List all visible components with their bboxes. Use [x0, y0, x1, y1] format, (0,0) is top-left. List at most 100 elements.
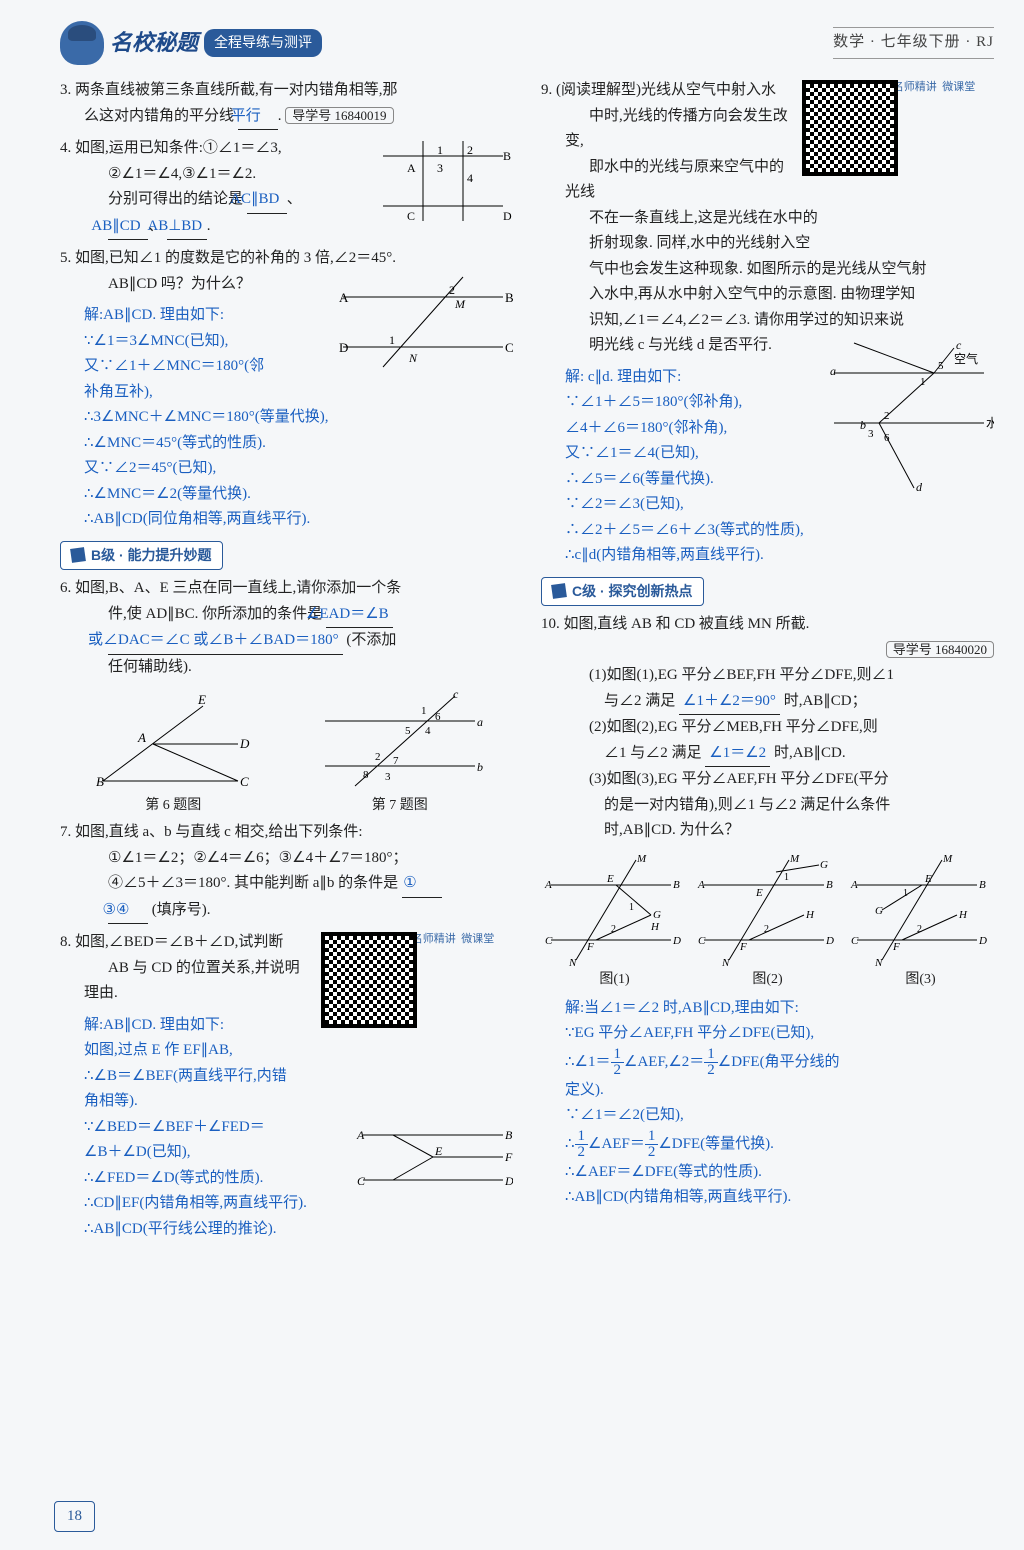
svg-text:C: C: [698, 935, 706, 947]
q4-l3: 分别可得出的结论是: [84, 191, 243, 207]
q3: 3. 两条直线被第三条直线所截,有一对内错角相等,那 么这对内错角的平分线 平行…: [60, 78, 513, 130]
svg-text:A: A: [137, 730, 146, 745]
q10-p2a: (2)如图(2),EG 平分∠MEB,FH 平分∠DFE,则: [565, 719, 878, 735]
q10-p3a: (3)如图(3),EG 平分∠AEF,FH 平分∠DFE(平分: [565, 771, 889, 787]
q8: 名师精讲 微课堂 8. 如图,∠BED＝∠B＋∠D,试判断 AB 与 CD 的位…: [60, 930, 513, 1007]
svg-text:H: H: [805, 909, 815, 921]
q4-b3: AB⊥BD: [167, 214, 207, 241]
svg-text:1: 1: [903, 888, 908, 899]
q6-figure: E A D B C 第 6 题图: [88, 686, 258, 818]
svg-text:6: 6: [435, 711, 441, 723]
q9-qr-icon: [802, 80, 898, 176]
svg-text:A: A: [407, 161, 416, 175]
q10-s4: ∵∠1＝∠2(已知),: [565, 1103, 994, 1129]
svg-text:N: N: [721, 957, 730, 969]
q10-p3c: 时,AB∥CD. 为什么？: [604, 822, 739, 838]
q8-s3: 角相等).: [84, 1089, 513, 1115]
svg-text:B: B: [826, 879, 833, 891]
svg-text:B: B: [979, 879, 986, 891]
q7-ans2: ③④: [108, 898, 148, 925]
q6-ans: ∠EAD＝∠B: [326, 602, 393, 629]
q8-l2: AB 与 CD 的位置关系,并说明理由.: [84, 960, 300, 1002]
svg-text:E: E: [924, 873, 932, 885]
svg-text:6: 6: [884, 432, 890, 444]
q4-l1: 4. 如图,运用已知条件:①∠1＝∠3,: [60, 140, 282, 156]
svg-text:d: d: [916, 480, 923, 493]
q10-solution: 解:当∠1＝∠2 时,AB∥CD,理由如下: ∵EG 平分∠AEF,FH 平分∠…: [541, 996, 994, 1211]
q5-s3: 补角互补),: [84, 380, 513, 406]
q6-l3b: (不添加: [346, 632, 396, 648]
svg-text:1: 1: [437, 143, 443, 157]
band-C: C级 · 探究创新热点: [541, 577, 704, 607]
q10-figures: AB CD MN EF G1 2 H 图(1): [541, 850, 994, 992]
svg-text:E: E: [434, 1144, 443, 1158]
q7-l2: ①∠1＝∠2；②∠4＝∠6；③∠4＋∠7＝180°；: [84, 850, 408, 866]
q8-s2: ∴∠B＝∠BEF(两直线平行,内错: [84, 1064, 513, 1090]
q10-l1: 10. 如图,直线 AB 和 CD 被直线 MN 所截.: [541, 616, 809, 632]
svg-text:C: C: [505, 340, 513, 355]
q7-figure: a b c 16 54 27 83 第 7 题图: [315, 686, 485, 818]
svg-text:F: F: [586, 941, 594, 953]
svg-text:C: C: [357, 1174, 366, 1188]
svg-text:G: G: [875, 905, 883, 917]
svg-text:1: 1: [421, 705, 427, 717]
q10-p1b: 与∠2 满足: [604, 693, 675, 709]
q10-p3b: 的是一对内错角),则∠1 与∠2 满足什么条件: [604, 797, 890, 813]
svg-text:D: D: [503, 209, 512, 223]
q4-figure: A1 2B 34 CD: [363, 136, 513, 226]
svg-text:a: a: [830, 364, 836, 378]
q8-s1: 如图,过点 E 作 EF∥AB,: [84, 1038, 513, 1064]
q8-solution: 解:AB∥CD. 理由如下: 如图,过点 E 作 EF∥AB, ∴∠B＝∠BEF…: [60, 1013, 513, 1243]
q8-l1: 8. 如图,∠BED＝∠B＋∠D,试判断: [60, 934, 283, 950]
svg-text:M: M: [942, 853, 953, 865]
q6-l3a: 或∠DAC＝∠C 或∠B＋∠BAD＝180°: [108, 628, 343, 655]
svg-text:F: F: [739, 941, 747, 953]
svg-text:2: 2: [764, 924, 769, 935]
svg-text:c: c: [453, 687, 459, 701]
q5-s4: ∴3∠MNC＋∠MNC＝180°(等量代换),: [84, 405, 513, 431]
q4: A1 2B 34 CD 4. 如图,运用已知条件:①∠1＝∠3, ②∠1＝∠4,…: [60, 136, 513, 240]
svg-text:N: N: [408, 351, 418, 365]
mascot-icon: [60, 21, 104, 65]
q9-figure: a 水 空气 c 51 23 6 b d: [824, 333, 994, 493]
svg-text:c: c: [956, 338, 962, 352]
svg-text:2: 2: [917, 924, 922, 935]
q7-l1: 7. 如图,直线 a、b 与直线 c 相交,给出下列条件:: [60, 824, 363, 840]
q7-l4: (填序号).: [152, 902, 211, 918]
right-column: 名师精讲 微课堂 9. (阅读理解型)光线从空气中射入水 中时,光线的传播方向会…: [541, 78, 994, 1242]
q10-s3: 定义).: [565, 1078, 994, 1104]
svg-text:M: M: [454, 297, 466, 311]
svg-text:N: N: [874, 957, 883, 969]
q10-p1c: 时,AB∥CD；: [784, 693, 867, 709]
svg-text:B: B: [503, 149, 511, 163]
q10-b1: ∠1＋∠2＝90°: [679, 689, 780, 716]
q10-cap2: 图(2): [694, 968, 841, 992]
svg-text:2: 2: [884, 410, 890, 422]
q10-p2b: ∠1 与∠2 满足: [604, 745, 702, 761]
svg-text:7: 7: [393, 755, 399, 767]
q9-l6: 气中也会发生这种现象. 如图所示的是光线从空气射: [565, 261, 927, 277]
svg-text:3: 3: [868, 428, 874, 440]
svg-text:1: 1: [389, 333, 395, 347]
q9-s6: ∴∠2＋∠5＝∠6＋∠3(等式的性质),: [565, 518, 994, 544]
band-B: B级 · 能力提升妙题: [60, 541, 223, 571]
q9-l2: 中时,光线的传播方向会发生改变,: [565, 108, 788, 150]
q6-cap: 第 6 题图: [88, 794, 258, 818]
q6: 6. 如图,B、A、E 三点在同一直线上,请你添加一个条 件,使 AD∥BC. …: [60, 576, 513, 680]
svg-text:1: 1: [920, 376, 926, 388]
svg-text:N: N: [568, 957, 577, 969]
q8-figure: A B E F C D: [353, 1115, 513, 1195]
q10-fig2: AB CD MN EF G H 12 图(2): [694, 850, 841, 992]
svg-text:3: 3: [437, 161, 443, 175]
svg-text:D: D: [978, 935, 987, 947]
page-header: 名校秘题 全程导练与测评 数学 · 七年级下册 · RJ: [60, 20, 994, 66]
q10-s7: ∴AB∥CD(内错角相等,两直线平行).: [565, 1185, 994, 1211]
svg-text:B: B: [673, 879, 680, 891]
svg-text:b: b: [477, 760, 483, 774]
q4-l2: ②∠1＝∠4,③∠1＝∠2.: [84, 166, 256, 182]
q7-cap: 第 7 题图: [315, 794, 485, 818]
q8-s0: 解:AB∥CD. 理由如下:: [84, 1013, 513, 1039]
q3-code: 导学号 16840019: [285, 107, 393, 124]
q9: 名师精讲 微课堂 9. (阅读理解型)光线从空气中射入水 中时,光线的传播方向会…: [541, 78, 994, 359]
q7-ans1: ①: [402, 871, 442, 898]
